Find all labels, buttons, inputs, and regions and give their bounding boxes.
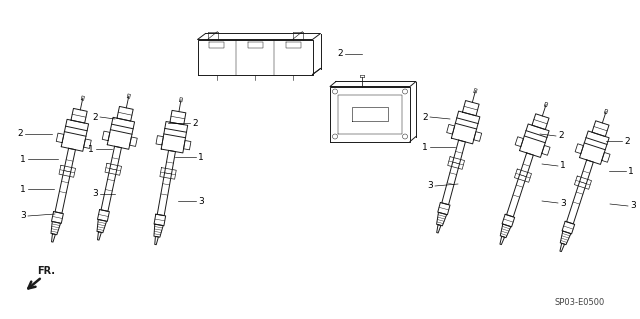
Text: 3: 3 — [428, 182, 433, 190]
Text: 3: 3 — [630, 202, 636, 211]
Text: 1: 1 — [628, 167, 634, 175]
Text: 2: 2 — [422, 113, 428, 122]
Text: 3: 3 — [92, 189, 98, 198]
Text: 2: 2 — [92, 113, 98, 122]
Text: 2: 2 — [192, 118, 198, 128]
Text: 1: 1 — [198, 152, 204, 161]
Text: 1: 1 — [88, 145, 94, 153]
Text: FR.: FR. — [37, 266, 55, 276]
Text: 3: 3 — [20, 211, 26, 220]
Text: 3: 3 — [198, 197, 204, 205]
Text: 2: 2 — [337, 49, 343, 58]
Text: 1: 1 — [20, 154, 26, 164]
Text: 2: 2 — [17, 130, 23, 138]
Text: 2: 2 — [624, 137, 630, 145]
Text: SP03-E0500: SP03-E0500 — [555, 298, 605, 307]
Text: 3: 3 — [560, 198, 566, 207]
Text: 1: 1 — [560, 161, 566, 170]
Text: 1: 1 — [20, 184, 26, 194]
Text: 1: 1 — [422, 143, 428, 152]
Text: 2: 2 — [558, 131, 564, 140]
